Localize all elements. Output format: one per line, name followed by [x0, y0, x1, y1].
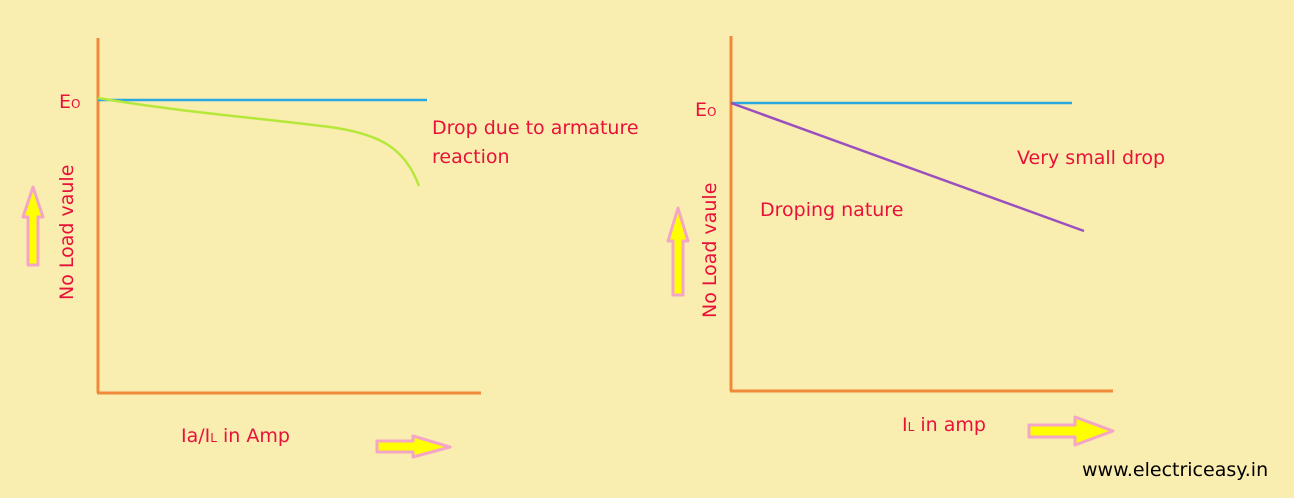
- left-right-arrow-icon: [375, 434, 452, 459]
- right-y-axis-label: No Load vaule: [699, 183, 721, 318]
- right-right-arrow-icon: [1027, 415, 1115, 447]
- right-drop-line: [730, 101, 1085, 233]
- left-curve-label-line1: Drop due to armature: [432, 117, 639, 139]
- right-drop-label: Very small drop: [1017, 147, 1165, 169]
- right-nature-label: Droping nature: [760, 199, 903, 221]
- left-eo-label: EO: [59, 91, 80, 113]
- left-up-arrow-icon: [21, 185, 45, 267]
- right-graph: EO No Load vaule Very small drop Droping…: [666, 36, 1165, 447]
- left-curve-label-line2: reaction: [432, 146, 510, 168]
- left-graph: EO No Load vaule Drop due to armature re…: [21, 38, 639, 459]
- left-y-axis-label: No Load vaule: [56, 165, 78, 300]
- left-drop-curve: [97, 96, 421, 187]
- right-x-axis-label: IL in amp: [902, 414, 986, 436]
- watermark-text: www.electriceasy.in: [1082, 459, 1268, 481]
- right-up-arrow-icon: [666, 206, 690, 297]
- right-eo-label: EO: [695, 99, 716, 121]
- left-x-axis-label: Ia/IL in Amp: [181, 425, 290, 447]
